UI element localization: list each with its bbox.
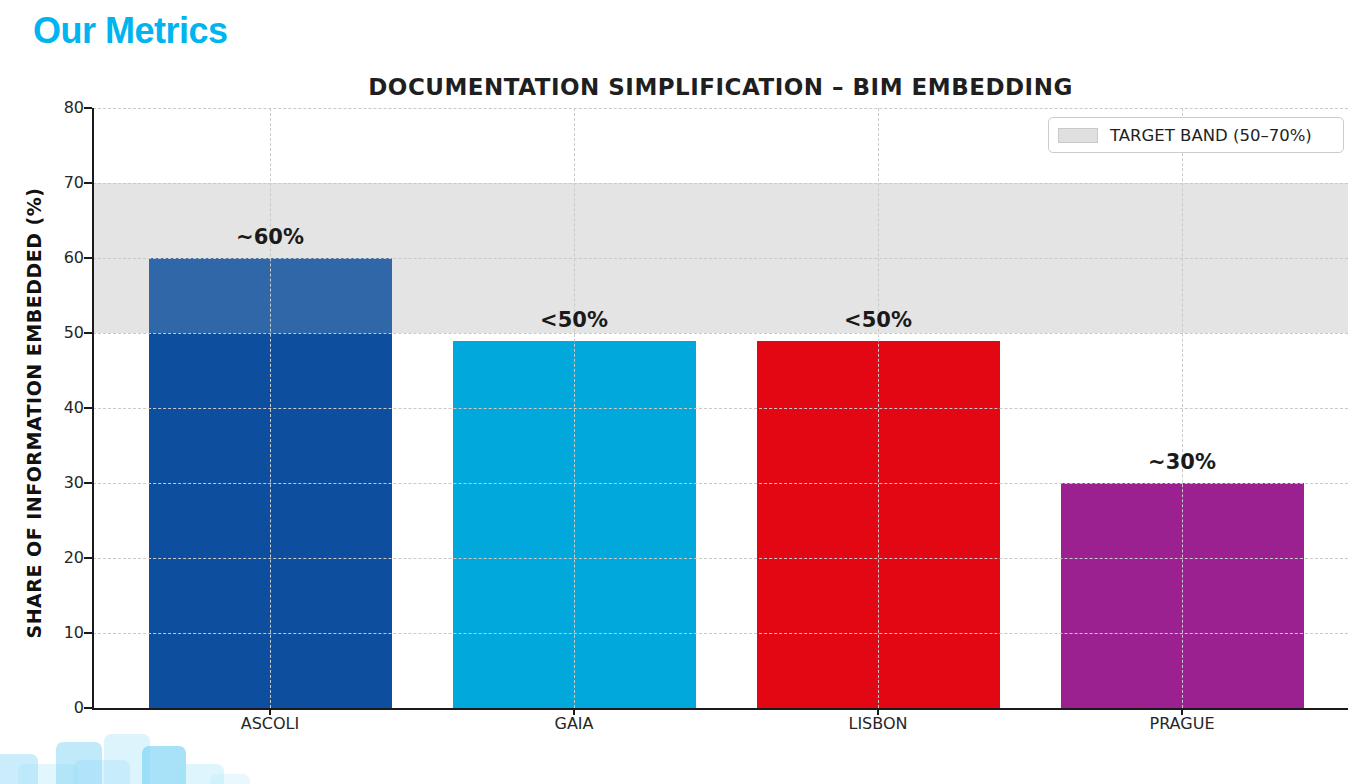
x-tick-label-gaia: GAIA xyxy=(464,714,684,733)
gridline-y-70 xyxy=(93,183,1348,184)
gridline-y-40 xyxy=(93,408,1348,409)
bar-value-label-gaia: <50% xyxy=(474,308,674,332)
y-tick-mark-0 xyxy=(84,707,92,709)
y-tick-label-70: 70 xyxy=(0,173,84,192)
x-tick-mark-lisbon xyxy=(877,710,879,715)
gridline-y-20 xyxy=(93,558,1348,559)
y-tick-mark-50 xyxy=(84,332,92,334)
y-tick-mark-60 xyxy=(84,257,92,259)
gridline-x-prague xyxy=(1182,108,1183,708)
decorative-blocks xyxy=(0,730,230,784)
bar-value-label-ascoli: ~60% xyxy=(170,225,370,249)
legend-swatch-target-band xyxy=(1058,128,1098,143)
gridline-y-60 xyxy=(93,258,1348,259)
gridline-x-gaia xyxy=(574,108,575,708)
y-tick-label-0: 0 xyxy=(0,698,84,717)
gridline-y-50 xyxy=(93,333,1348,334)
page-title: Our Metrics xyxy=(33,10,228,52)
y-tick-label-80: 80 xyxy=(0,98,84,117)
x-tick-mark-prague xyxy=(1181,710,1183,715)
y-tick-label-10: 10 xyxy=(0,623,84,642)
y-tick-mark-40 xyxy=(84,407,92,409)
chart-title: DOCUMENTATION SIMPLIFICATION – BIM EMBED… xyxy=(93,74,1348,100)
x-tick-mark-ascoli xyxy=(269,710,271,715)
gridline-y-30 xyxy=(93,483,1348,484)
decorative-block xyxy=(210,774,250,784)
gridline-y-10 xyxy=(93,633,1348,634)
y-tick-label-30: 30 xyxy=(0,473,84,492)
x-tick-mark-gaia xyxy=(573,710,575,715)
x-tick-label-prague: PRAGUE xyxy=(1072,714,1292,733)
gridline-x-lisbon xyxy=(878,108,879,708)
plot-area: ~60% <50% <50% ~30% xyxy=(93,108,1348,708)
gridline-y-80 xyxy=(93,108,1348,109)
legend-label: TARGET BAND (50–70%) xyxy=(1110,126,1312,145)
bar-value-label-lisbon: <50% xyxy=(778,308,978,332)
x-tick-label-lisbon: LISBON xyxy=(768,714,988,733)
x-axis-spine xyxy=(92,708,1348,710)
y-tick-label-60: 60 xyxy=(0,248,84,267)
y-tick-mark-10 xyxy=(84,632,92,634)
y-tick-mark-70 xyxy=(84,182,92,184)
y-tick-mark-20 xyxy=(84,557,92,559)
bar-value-label-prague: ~30% xyxy=(1082,450,1282,474)
y-tick-label-20: 20 xyxy=(0,548,84,567)
y-tick-label-40: 40 xyxy=(0,398,84,417)
y-axis-spine xyxy=(92,108,94,710)
slide: Our Metrics DOCUMENTATION SIMPLIFICATION… xyxy=(0,0,1348,784)
y-tick-label-50: 50 xyxy=(0,323,84,342)
y-tick-mark-30 xyxy=(84,482,92,484)
y-tick-mark-80 xyxy=(84,107,92,109)
gridline-x-ascoli xyxy=(270,108,271,708)
legend: TARGET BAND (50–70%) xyxy=(1048,117,1344,153)
